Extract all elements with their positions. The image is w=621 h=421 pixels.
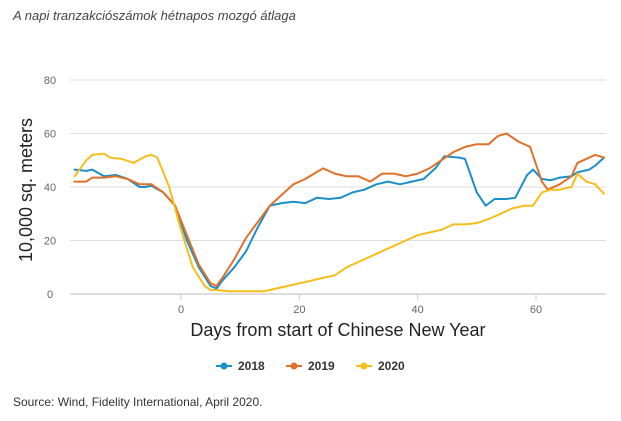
y-tick-label: 40 [44,182,56,194]
x-tick-label: 0 [178,304,184,316]
gridlines [70,79,606,295]
y-axis-title: 10,000 sq. meters [16,118,36,262]
x-axis-title: Days from start of Chinese New Year [190,320,485,340]
x-tick-label: 60 [530,304,542,316]
y-tick-label: 20 [44,236,56,248]
legend: 2018 2019 2020 [216,359,405,373]
y-tick-label: 80 [44,75,56,87]
y-tick-label: 60 [44,129,56,141]
chart-title: A napi tranzakciószámok hétnapos mozgó á… [13,8,296,23]
x-tick-label: 20 [293,304,305,316]
series-lines [73,132,605,293]
x-tick-label: 40 [412,304,424,316]
legend-marker-icon [290,362,298,370]
legend-marker-icon [360,362,368,370]
source-note: Source: Wind, Fidelity International, Ap… [13,395,263,409]
legend-label: 2019 [308,359,335,373]
legend-item-2020[interactable]: 2020 [356,359,405,373]
y-axis-ticks: 0 20 40 60 80 [44,75,56,301]
legend-item-2019[interactable]: 2019 [286,359,335,373]
legend-item-2018[interactable]: 2018 [216,359,265,373]
series-line-2018 [73,155,605,290]
series-line-2019 [73,132,605,287]
series-line-2020 [73,152,605,293]
legend-label: 2020 [378,359,405,373]
legend-label: 2018 [238,359,265,373]
x-axis-ticks: 0 20 40 60 [178,294,542,316]
y-tick-label: 0 [47,289,53,301]
legend-marker-icon [220,362,228,370]
